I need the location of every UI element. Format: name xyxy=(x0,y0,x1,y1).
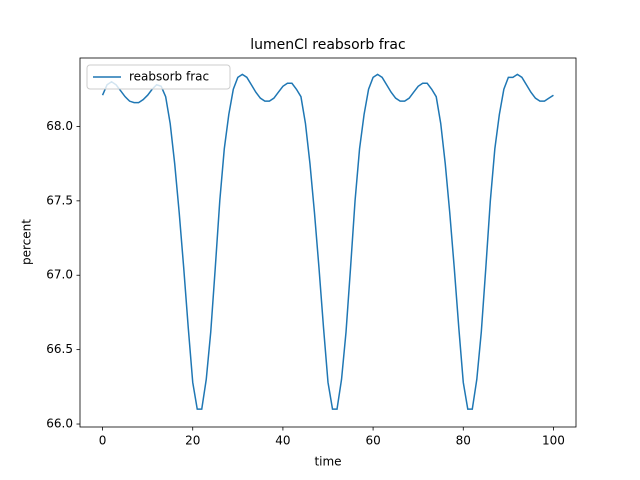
y-tick-label: 66.5 xyxy=(46,342,73,356)
legend-label: reabsorb frac xyxy=(129,70,209,84)
data-line xyxy=(101,73,554,410)
y-tick-label: 67.0 xyxy=(46,268,73,282)
legend-box xyxy=(86,64,231,90)
x-tick-label: 60 xyxy=(365,434,380,448)
x-tick-label: 40 xyxy=(275,434,290,448)
x-tick-label: 100 xyxy=(542,434,565,448)
x-tick-label: 80 xyxy=(456,434,471,448)
x-axis-label: time xyxy=(314,455,341,469)
plot-frame xyxy=(79,57,577,428)
y-axis-label: percent xyxy=(20,219,34,265)
y-tick-label: 68.0 xyxy=(46,119,73,133)
x-tick-label: 0 xyxy=(99,434,107,448)
y-tick-label: 66.0 xyxy=(46,417,73,431)
chart-title: lumenCl reabsorb frac xyxy=(250,37,405,53)
x-tick-label: 20 xyxy=(185,434,200,448)
y-tick-label: 67.5 xyxy=(46,193,73,207)
